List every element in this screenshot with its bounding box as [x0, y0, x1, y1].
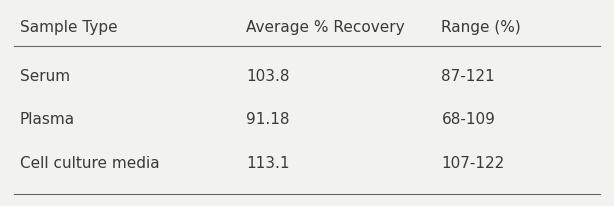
- Text: Plasma: Plasma: [20, 112, 75, 127]
- Text: 87-121: 87-121: [441, 69, 495, 84]
- Text: 68-109: 68-109: [441, 112, 495, 127]
- Text: 103.8: 103.8: [246, 69, 289, 84]
- Text: 107-122: 107-122: [441, 157, 505, 171]
- Text: 113.1: 113.1: [246, 157, 289, 171]
- Text: Serum: Serum: [20, 69, 70, 84]
- Text: Sample Type: Sample Type: [20, 20, 117, 35]
- Text: Range (%): Range (%): [441, 20, 521, 35]
- Text: Cell culture media: Cell culture media: [20, 157, 160, 171]
- Text: 91.18: 91.18: [246, 112, 289, 127]
- Text: Average % Recovery: Average % Recovery: [246, 20, 405, 35]
